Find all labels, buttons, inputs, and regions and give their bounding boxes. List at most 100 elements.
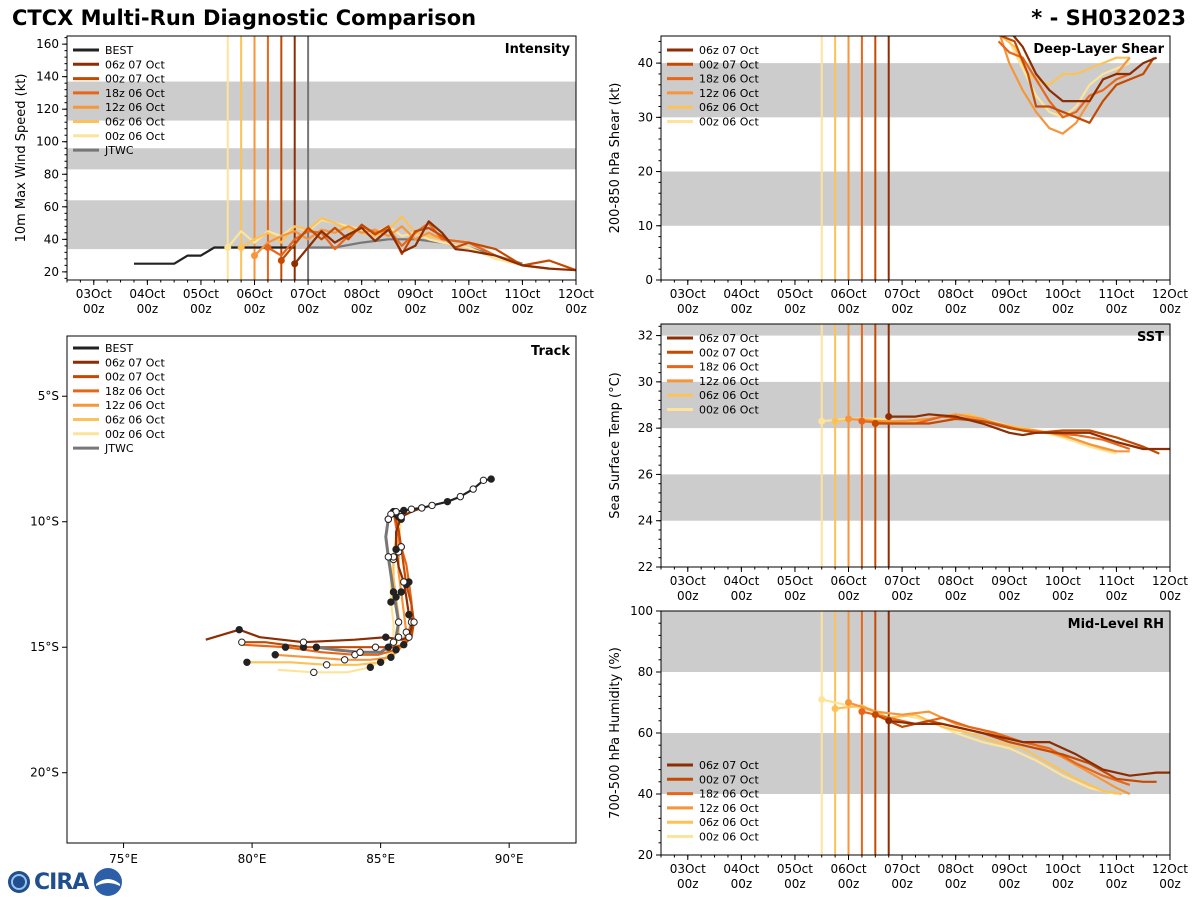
- rh-series-00z-07-oct: [874, 713, 1157, 783]
- intensity-legend-label: 00z 07 Oct: [105, 73, 165, 86]
- track-position-marker: [400, 578, 408, 586]
- track-legend-label: 18z 06 Oct: [105, 385, 165, 398]
- intensity-legend-label: 12z 06 Oct: [105, 101, 165, 114]
- shear-xtick-label-hour: 00z: [1052, 302, 1074, 316]
- track-xtick-label: 85°E: [366, 852, 395, 866]
- track-position-marker: [340, 656, 349, 664]
- sst-xtick-label-hour: 00z: [1052, 589, 1074, 603]
- rh-legend-label: 00z 06 Oct: [699, 831, 759, 844]
- rh-series-06z-07-oct: [888, 719, 1170, 777]
- shear-xtick-label-day: 11Oct: [1098, 287, 1134, 301]
- sst-init-marker-00z-07-oct: [871, 420, 879, 428]
- sst-ytick-label: 24: [638, 514, 653, 528]
- sst-band-0: [661, 474, 1170, 521]
- shear-xtick-label-day: 07Oct: [884, 287, 920, 301]
- sst-xtick-label-day: 10Oct: [1045, 574, 1081, 588]
- shear-xtick-label-day: 05Oct: [777, 287, 813, 301]
- intensity-ytick-label: 100: [36, 135, 59, 149]
- intensity-xtick-label-day: 11Oct: [504, 287, 540, 301]
- intensity-band-1: [67, 148, 576, 170]
- shear-xtick-label-hour: 00z: [945, 302, 967, 316]
- sst-plot-area: [661, 324, 1170, 567]
- shear-series-06z-07-oct: [1012, 36, 1158, 103]
- rh-init-marker-06z-07-oct: [885, 717, 893, 725]
- rh-xtick-label-day: 05Oct: [777, 862, 813, 876]
- intensity-init-marker-12z-06-oct: [251, 252, 259, 260]
- sst-series-00z-07-oct: [875, 417, 1160, 455]
- intensity-xtick-label-day: 03Oct: [76, 287, 112, 301]
- rh-xtick-label-day: 12Oct: [1152, 862, 1188, 876]
- track-legend-label: 00z 07 Oct: [105, 371, 165, 384]
- track-xtick-label: 90°E: [495, 852, 524, 866]
- track-legend-label: JTWC: [104, 442, 134, 455]
- shear-xtick-label-day: 06Oct: [831, 287, 867, 301]
- track-position-marker: [271, 651, 279, 659]
- track-ytick-label: 10°S: [30, 515, 59, 529]
- track-position-marker: [384, 643, 393, 651]
- rh-xtick-label-hour: 00z: [784, 877, 806, 891]
- sst-title: SST: [1137, 330, 1164, 345]
- sst-legend-label: 00z 06 Oct: [699, 404, 759, 417]
- track-position-marker: [312, 643, 321, 651]
- track-position-marker: [394, 633, 403, 641]
- rh-title: Mid-Level RH: [1068, 617, 1164, 632]
- rh-xtick-label-hour: 00z: [945, 877, 967, 891]
- shear-ylabel: 200-850 hPa Shear (kt): [608, 83, 623, 234]
- sst-xtick-label-day: 09Oct: [991, 574, 1027, 588]
- shear-ytick-label: 30: [638, 110, 653, 124]
- intensity-legend-label: JTWC: [104, 144, 134, 157]
- track-position-marker: [235, 625, 243, 634]
- sst-ytick-label: 30: [638, 375, 653, 389]
- rh-init-marker-00z-07-oct: [871, 711, 879, 719]
- shear-band-0: [661, 171, 1170, 226]
- sst-legend-label: 06z 07 Oct: [699, 332, 759, 345]
- track-position-marker: [392, 646, 400, 654]
- track-position-marker: [407, 505, 416, 513]
- sst-panel: 22242628303203Oct00z04Oct00z05Oct00z06Oc…: [608, 323, 1188, 603]
- rh-xtick-label-day: 03Oct: [670, 862, 706, 876]
- rh-xtick-label-hour: 00z: [1159, 877, 1181, 891]
- sst-xtick-label-hour: 00z: [1106, 589, 1128, 603]
- shear-xtick-label-hour: 00z: [838, 302, 860, 316]
- intensity-xtick-label-day: 09Oct: [397, 287, 433, 301]
- shear-xtick-label-day: 04Oct: [723, 287, 759, 301]
- sst-xtick-label-day: 11Oct: [1098, 574, 1134, 588]
- rh-xtick-label-hour: 00z: [998, 877, 1020, 891]
- sst-xtick-label-day: 06Oct: [831, 574, 867, 588]
- sst-ylabel: Sea Surface Temp (°C): [608, 372, 623, 519]
- track-position-marker: [387, 598, 395, 606]
- track-position-marker: [382, 633, 390, 641]
- track-position-marker: [410, 618, 418, 626]
- track-title: Track: [531, 344, 570, 359]
- shear-xtick-label-day: 03Oct: [670, 287, 706, 301]
- shear-legend-label: 00z 06 Oct: [699, 116, 759, 129]
- track-legend-label: 06z 06 Oct: [105, 414, 165, 427]
- sst-ytick-label: 28: [638, 421, 653, 435]
- rh-xtick-label-day: 11Oct: [1098, 862, 1134, 876]
- track-series-06z-07-oct: [205, 506, 423, 644]
- shear-panel: 01020304003Oct00z04Oct00z05Oct00z06Oct00…: [608, 35, 1188, 316]
- track-position-marker: [376, 658, 385, 666]
- track-position-marker: [238, 638, 246, 646]
- rh-init-marker-00z-06-oct: [818, 695, 826, 703]
- shear-legend-label: 06z 06 Oct: [699, 101, 759, 114]
- figure-title: CTCX Multi-Run Diagnostic Comparison: [12, 6, 477, 30]
- rh-legend-label: 06z 07 Oct: [699, 759, 759, 772]
- intensity-xtick-label-hour: 00z: [404, 302, 426, 316]
- sst-xtick-label-hour: 00z: [677, 589, 699, 603]
- sst-xtick-label-hour: 00z: [1159, 589, 1181, 603]
- shear-xtick-label-hour: 00z: [1106, 302, 1128, 316]
- shear-xtick-label-hour: 00z: [998, 302, 1020, 316]
- shear-ytick-label: 10: [638, 219, 653, 233]
- track-position-marker: [384, 553, 393, 561]
- track-position-marker: [394, 618, 403, 626]
- rh-ytick-label: 60: [638, 726, 653, 740]
- track-series-jtwc: [316, 518, 401, 654]
- intensity-legend-label: 18z 06 Oct: [105, 87, 165, 100]
- rh-xtick-label-hour: 00z: [731, 877, 753, 891]
- sst-xtick-label-day: 05Oct: [777, 574, 813, 588]
- sst-legend-label: 12z 06 Oct: [699, 375, 759, 388]
- rh-xtick-label-hour: 00z: [1052, 877, 1074, 891]
- rh-init-marker-12z-06-oct: [845, 699, 853, 706]
